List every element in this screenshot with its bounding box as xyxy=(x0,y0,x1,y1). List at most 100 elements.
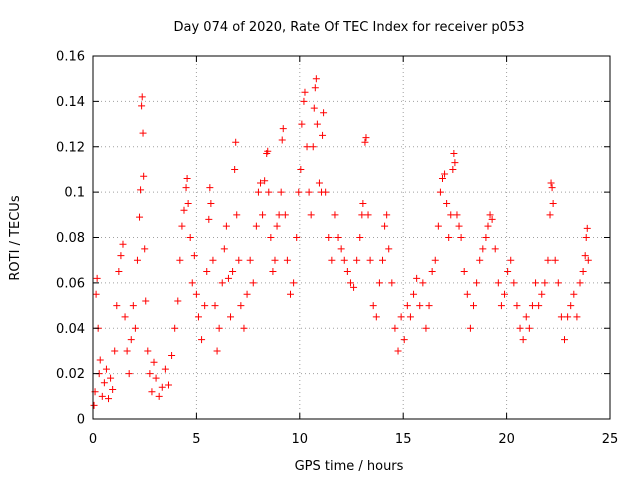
grid-lines xyxy=(93,56,610,419)
data-point xyxy=(546,211,554,219)
data-point xyxy=(279,125,287,133)
data-point xyxy=(98,392,106,400)
data-point xyxy=(379,256,387,264)
data-point xyxy=(237,302,245,310)
data-point xyxy=(150,358,158,366)
data-point xyxy=(460,268,468,276)
data-point xyxy=(305,188,313,196)
data-point xyxy=(369,302,377,310)
data-point xyxy=(419,279,427,287)
data-point xyxy=(366,256,374,264)
data-point xyxy=(482,234,490,241)
data-point xyxy=(267,234,275,241)
data-point xyxy=(188,279,196,287)
data-point xyxy=(310,104,318,112)
data-point xyxy=(264,147,272,155)
data-point xyxy=(235,256,243,264)
data-point xyxy=(155,392,163,400)
x-tick-label: 0 xyxy=(89,432,97,447)
data-point xyxy=(249,279,257,287)
data-point xyxy=(582,234,590,241)
x-axis-label: GPS time / hours xyxy=(295,459,404,474)
data-point xyxy=(453,211,461,219)
data-point xyxy=(519,336,527,344)
data-point xyxy=(158,383,166,391)
data-point xyxy=(240,324,248,332)
data-point xyxy=(290,279,298,287)
data-point xyxy=(139,129,147,137)
data-point xyxy=(254,188,262,196)
data-point xyxy=(328,256,336,264)
data-point xyxy=(213,347,221,355)
data-point xyxy=(579,268,587,276)
data-point xyxy=(488,215,496,223)
data-point xyxy=(343,268,351,276)
data-point xyxy=(123,347,131,355)
data-point xyxy=(538,290,546,298)
data-point xyxy=(397,313,405,321)
data-point xyxy=(152,374,160,382)
data-point xyxy=(281,211,289,219)
data-point xyxy=(381,222,389,230)
data-point xyxy=(403,302,411,310)
data-point xyxy=(206,184,214,192)
data-point xyxy=(190,252,198,260)
data-point xyxy=(309,143,317,151)
data-point xyxy=(131,324,139,332)
data-point xyxy=(372,313,380,321)
data-point xyxy=(182,184,190,192)
x-tick-label: 25 xyxy=(602,432,619,447)
data-point xyxy=(303,143,311,151)
data-point xyxy=(497,302,505,310)
data-point xyxy=(525,324,533,332)
data-point xyxy=(300,97,308,105)
data-point xyxy=(554,279,562,287)
data-point xyxy=(391,324,399,332)
y-tick-label: 0.06 xyxy=(56,276,85,291)
data-point xyxy=(400,336,408,344)
data-point xyxy=(576,279,584,287)
data-point xyxy=(504,268,512,276)
data-point xyxy=(549,199,557,207)
data-point xyxy=(117,252,125,260)
data-point xyxy=(233,211,241,219)
data-point xyxy=(394,347,402,355)
data-point xyxy=(436,188,444,196)
y-tick-label: 0.16 xyxy=(56,50,85,65)
data-point xyxy=(422,324,430,332)
data-point xyxy=(313,120,321,128)
data-point xyxy=(513,302,521,310)
data-point xyxy=(209,256,217,264)
data-point xyxy=(278,136,286,144)
data-point xyxy=(164,381,172,389)
data-point xyxy=(180,206,188,214)
data-point xyxy=(501,290,509,298)
data-point xyxy=(271,256,279,264)
data-point xyxy=(229,268,237,276)
y-axis-label: ROTI / TECUs xyxy=(8,195,23,280)
data-point xyxy=(356,234,364,241)
data-point xyxy=(479,245,487,253)
data-point xyxy=(203,268,211,276)
data-point xyxy=(340,256,348,264)
data-point xyxy=(109,386,117,394)
data-point xyxy=(286,290,294,298)
data-point xyxy=(192,290,200,298)
data-point xyxy=(463,290,471,298)
data-point xyxy=(207,199,215,207)
plot-frame xyxy=(92,55,611,420)
data-point xyxy=(445,234,453,241)
data-point xyxy=(583,224,591,232)
data-point xyxy=(570,290,578,298)
data-point xyxy=(220,245,228,253)
data-point xyxy=(385,245,393,253)
data-point xyxy=(532,279,540,287)
data-point xyxy=(470,302,478,310)
x-tick-labels: 0 5 10 15 20 25 xyxy=(89,432,618,447)
x-tick-label: 20 xyxy=(498,432,515,447)
data-point xyxy=(140,172,148,180)
data-point xyxy=(507,256,515,264)
data-point xyxy=(113,302,121,310)
data-point xyxy=(346,279,354,287)
